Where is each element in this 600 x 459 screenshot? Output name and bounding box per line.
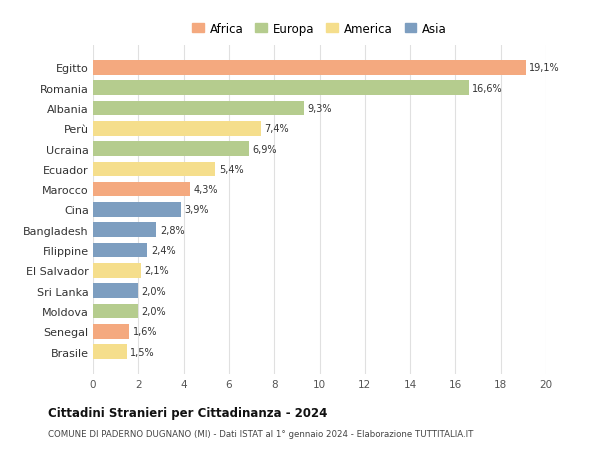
Bar bbox=[93, 325, 129, 339]
Bar bbox=[93, 101, 304, 116]
Text: COMUNE DI PADERNO DUGNANO (MI) - Dati ISTAT al 1° gennaio 2024 - Elaborazione TU: COMUNE DI PADERNO DUGNANO (MI) - Dati IS… bbox=[48, 429, 473, 438]
Text: 1,5%: 1,5% bbox=[130, 347, 155, 357]
Bar bbox=[93, 81, 469, 95]
Bar bbox=[93, 162, 215, 177]
Text: 2,8%: 2,8% bbox=[160, 225, 184, 235]
Bar bbox=[93, 223, 157, 238]
Text: 3,9%: 3,9% bbox=[185, 205, 209, 215]
Text: 2,0%: 2,0% bbox=[142, 286, 166, 296]
Text: 2,0%: 2,0% bbox=[142, 306, 166, 316]
Text: 5,4%: 5,4% bbox=[219, 164, 244, 174]
Bar bbox=[93, 345, 127, 359]
Text: 16,6%: 16,6% bbox=[472, 84, 503, 93]
Bar bbox=[93, 284, 139, 298]
Text: 6,9%: 6,9% bbox=[253, 144, 277, 154]
Bar bbox=[93, 142, 249, 157]
Text: 2,4%: 2,4% bbox=[151, 246, 175, 256]
Bar bbox=[93, 182, 190, 197]
Text: 1,6%: 1,6% bbox=[133, 327, 157, 336]
Text: 9,3%: 9,3% bbox=[307, 104, 332, 114]
Text: 4,3%: 4,3% bbox=[194, 185, 218, 195]
Bar bbox=[93, 243, 148, 258]
Bar bbox=[93, 304, 139, 319]
Bar bbox=[93, 61, 526, 75]
Bar bbox=[93, 122, 260, 136]
Text: 7,4%: 7,4% bbox=[264, 124, 289, 134]
Bar bbox=[93, 263, 140, 278]
Legend: Africa, Europa, America, Asia: Africa, Europa, America, Asia bbox=[188, 19, 451, 39]
Text: 2,1%: 2,1% bbox=[144, 266, 169, 276]
Text: 19,1%: 19,1% bbox=[529, 63, 560, 73]
Text: Cittadini Stranieri per Cittadinanza - 2024: Cittadini Stranieri per Cittadinanza - 2… bbox=[48, 406, 328, 419]
Bar bbox=[93, 203, 181, 217]
